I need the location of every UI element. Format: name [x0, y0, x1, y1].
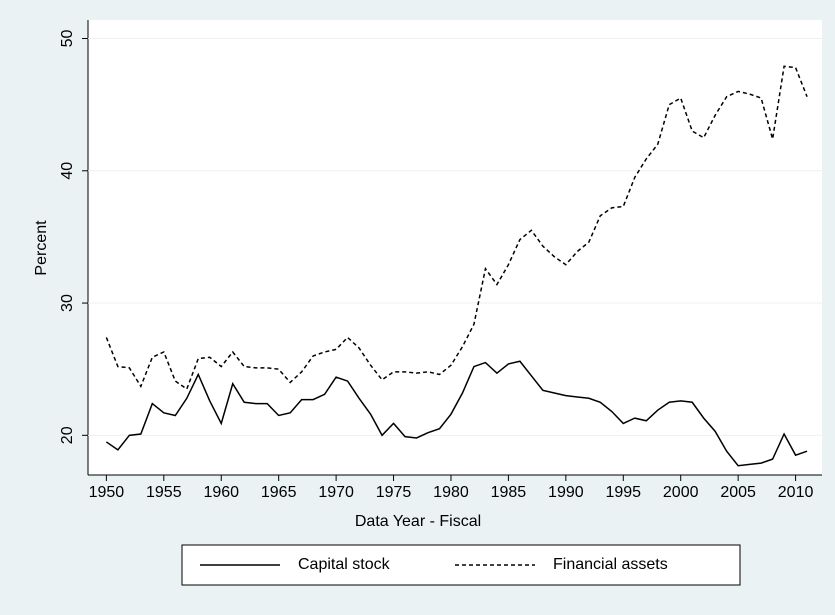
x-tick-label: 1950 [89, 484, 125, 501]
x-tick-label: 1955 [146, 484, 182, 501]
series-line [105, 65, 808, 391]
plot-area [88, 20, 822, 475]
x-tick-label: 1990 [548, 484, 584, 501]
y-tick-label: 40 [59, 162, 76, 180]
x-tick-label: 1960 [203, 484, 239, 501]
y-tick-label: 30 [59, 294, 76, 312]
x-tick-label: 1970 [318, 484, 354, 501]
y-axis-title: Percent [33, 220, 50, 276]
x-tick-label: 1995 [605, 484, 641, 501]
legend-label: Capital stock [298, 556, 391, 573]
x-tick-label: 1980 [433, 484, 469, 501]
x-axis-title: Data Year - Fiscal [355, 513, 481, 530]
y-tick-label: 20 [59, 426, 76, 444]
series-line [105, 360, 808, 467]
x-tick-label: 1985 [491, 484, 527, 501]
x-tick-label: 1965 [261, 484, 297, 501]
y-tick-label: 50 [59, 30, 76, 48]
legend-label: Financial assets [553, 556, 668, 573]
x-tick-label: 1975 [376, 484, 412, 501]
x-tick-label: 2000 [663, 484, 699, 501]
x-tick-label: 2005 [720, 484, 756, 501]
x-tick-label: 2010 [778, 484, 814, 501]
